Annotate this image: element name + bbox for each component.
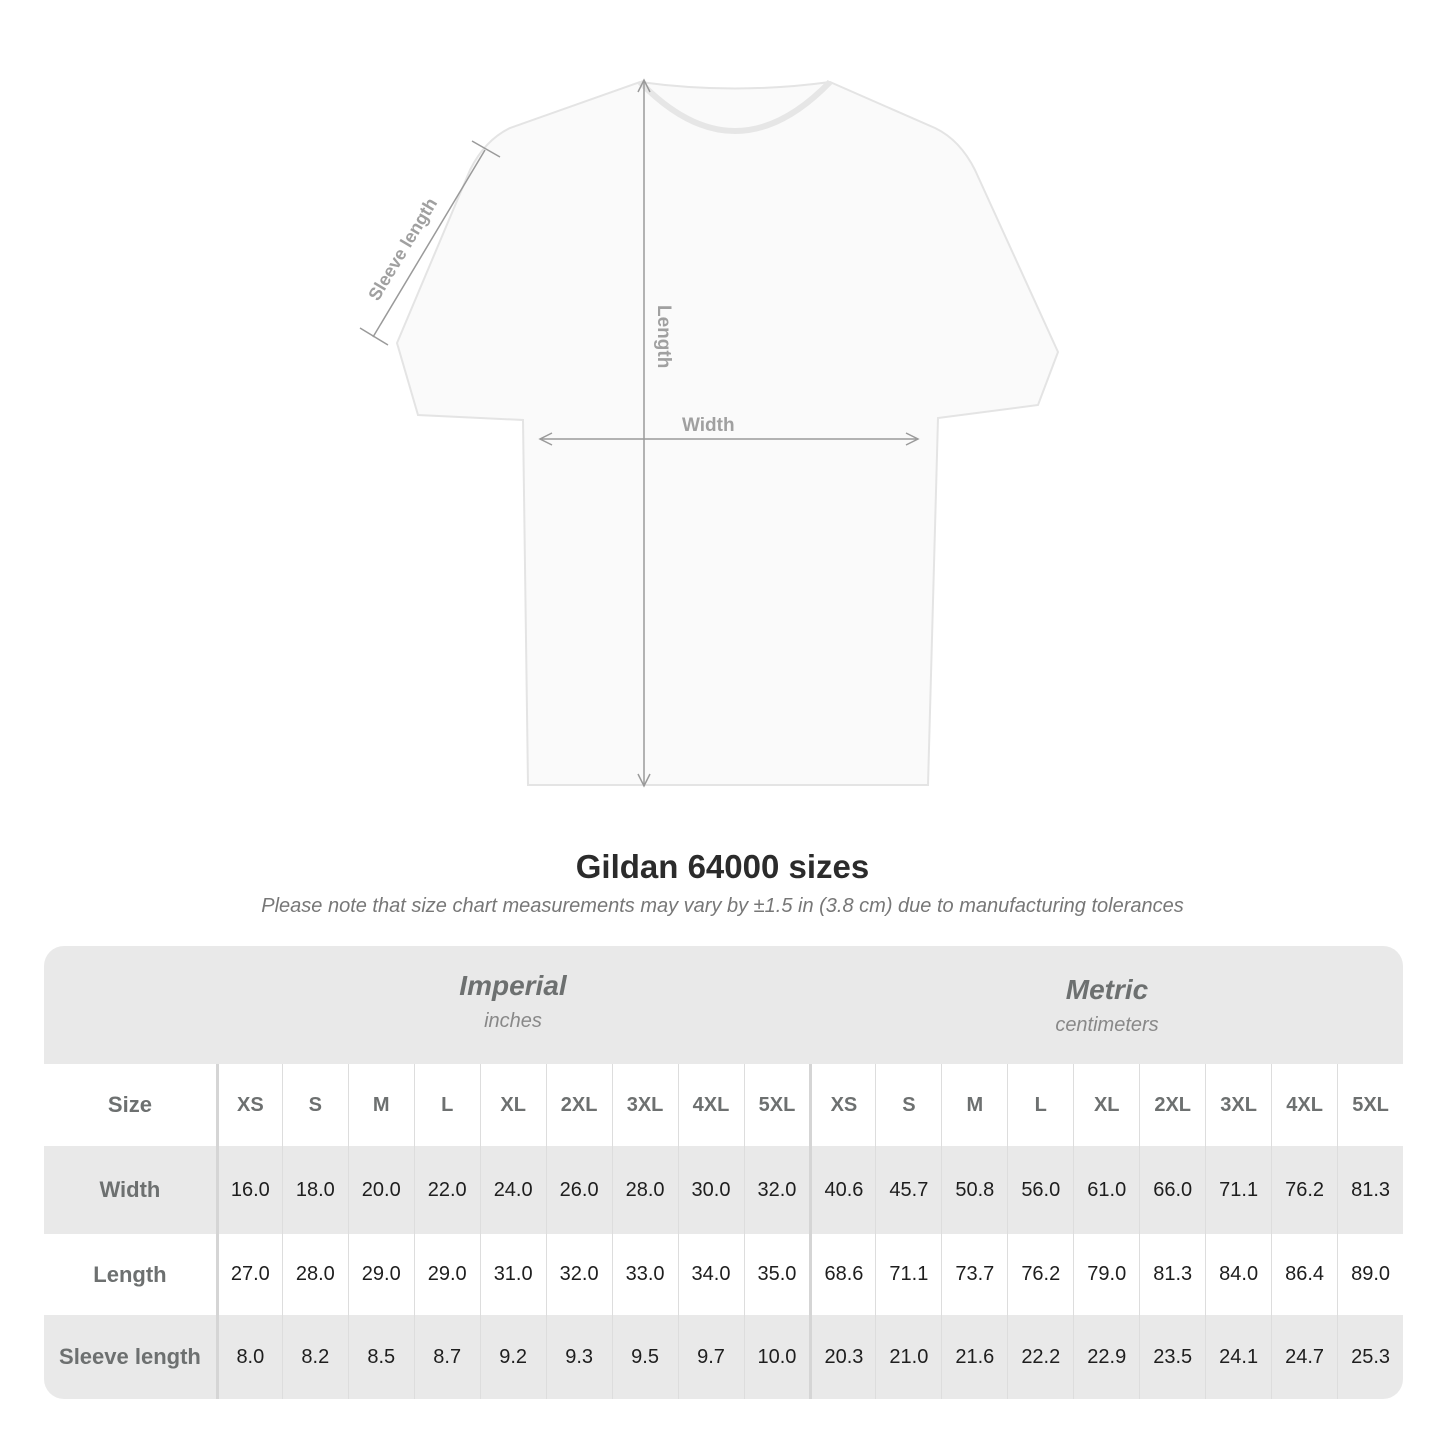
value-cell: 21.6 bbox=[941, 1315, 1007, 1399]
page-title: Gildan 64000 sizes bbox=[575, 848, 870, 885]
value-cell: 81.3 bbox=[1139, 1234, 1205, 1315]
value-cell: 22.9 bbox=[1073, 1315, 1139, 1399]
value-cell: 9.5 bbox=[611, 1315, 678, 1399]
value-cell: 9.3 bbox=[545, 1315, 612, 1399]
value-cell: 26.0 bbox=[545, 1146, 612, 1234]
value-cell: 45.7 bbox=[875, 1146, 941, 1234]
size-cell: M bbox=[941, 1064, 1007, 1146]
size-cell: XL bbox=[479, 1064, 546, 1146]
value-cell: 86.4 bbox=[1271, 1234, 1337, 1315]
value-cell: 23.5 bbox=[1139, 1315, 1205, 1399]
measure-lines bbox=[359, 78, 920, 788]
value-cell: 24.1 bbox=[1205, 1315, 1271, 1399]
value-cell: 32.0 bbox=[743, 1146, 810, 1234]
table-row: Sleeve length 8.0 8.2 8.5 8.7 9.2 9.3 9.5 9.7 10.… bbox=[44, 1315, 1403, 1399]
size-cell: 5XL bbox=[743, 1064, 810, 1146]
size-cell: 2XL bbox=[545, 1064, 612, 1146]
value-cell: 8.0 bbox=[215, 1315, 282, 1399]
value-cell: 10.0 bbox=[743, 1315, 810, 1399]
value-cell: 21.0 bbox=[875, 1315, 941, 1399]
value-cell: 20.0 bbox=[347, 1146, 414, 1234]
width-label: Width bbox=[682, 415, 735, 436]
value-cell: 50.8 bbox=[941, 1146, 1007, 1234]
size-cell: 3XL bbox=[1205, 1064, 1271, 1146]
value-cell: 79.0 bbox=[1073, 1234, 1139, 1315]
value-cell: 20.3 bbox=[809, 1315, 875, 1399]
value-cell: 9.2 bbox=[479, 1315, 546, 1399]
size-cell: S bbox=[281, 1064, 348, 1146]
row-label: Length bbox=[93, 1261, 167, 1287]
value-cell: 18.0 bbox=[281, 1146, 348, 1234]
value-cell: 8.2 bbox=[281, 1315, 348, 1399]
value-cell: 22.2 bbox=[1007, 1315, 1073, 1399]
length-label: Length bbox=[653, 305, 674, 368]
value-cell: 34.0 bbox=[677, 1234, 744, 1315]
imperial-label: Imperial bbox=[459, 970, 567, 1001]
tolerance-note: Please note that size chart measurements… bbox=[261, 895, 1184, 917]
size-table: Imperial inches Metric centimeters Size X… bbox=[44, 946, 1403, 1399]
value-cell: 71.1 bbox=[1205, 1146, 1271, 1234]
value-cell: 66.0 bbox=[1139, 1146, 1205, 1234]
value-cell: 27.0 bbox=[215, 1234, 282, 1315]
value-cell: 28.0 bbox=[611, 1146, 678, 1234]
value-cell: 25.3 bbox=[1337, 1315, 1403, 1399]
row-label: Size bbox=[107, 1092, 152, 1117]
size-cell: S bbox=[875, 1064, 941, 1146]
size-cell: 4XL bbox=[1271, 1064, 1337, 1146]
metric-unit: centimeters bbox=[1055, 1014, 1159, 1036]
value-cell: 8.7 bbox=[413, 1315, 480, 1399]
value-cell: 32.0 bbox=[545, 1234, 612, 1315]
size-cell: XS bbox=[809, 1064, 875, 1146]
size-cell: 2XL bbox=[1139, 1064, 1205, 1146]
imperial-unit: inches bbox=[484, 1010, 542, 1032]
value-cell: 76.2 bbox=[1271, 1146, 1337, 1234]
value-cell: 61.0 bbox=[1073, 1146, 1139, 1234]
value-cell: 24.0 bbox=[479, 1146, 546, 1234]
imperial-header: Imperial inches bbox=[216, 970, 810, 1033]
value-cell: 71.1 bbox=[875, 1234, 941, 1315]
tshirt-diagram: Length Width Sleeve length bbox=[359, 78, 1060, 788]
tshirt-shape bbox=[395, 80, 1060, 786]
size-cell: L bbox=[1007, 1064, 1073, 1146]
metric-label: Metric bbox=[1065, 974, 1149, 1005]
value-cell: 40.6 bbox=[809, 1146, 875, 1234]
size-cell: 3XL bbox=[611, 1064, 678, 1146]
size-cell: XL bbox=[1073, 1064, 1139, 1146]
value-cell: 35.0 bbox=[743, 1234, 810, 1315]
value-cell: 29.0 bbox=[413, 1234, 480, 1315]
value-cell: 31.0 bbox=[479, 1234, 546, 1315]
value-cell: 68.6 bbox=[809, 1234, 875, 1315]
value-cell: 8.5 bbox=[347, 1315, 414, 1399]
size-cell: 5XL bbox=[1337, 1064, 1403, 1146]
value-cell: 89.0 bbox=[1337, 1234, 1403, 1315]
value-cell: 76.2 bbox=[1007, 1234, 1073, 1315]
size-header-row: Size XS S M L XL 2XL 3XL 4XL 5XL XS S M L XL 2XL 3XL 4XL 5… bbox=[44, 1064, 1403, 1146]
size-cell: L bbox=[413, 1064, 480, 1146]
value-cell: 29.0 bbox=[347, 1234, 414, 1315]
value-cell: 30.0 bbox=[677, 1146, 744, 1234]
size-cell: XS bbox=[215, 1064, 282, 1146]
value-cell: 22.0 bbox=[413, 1146, 480, 1234]
table-row: Length 27.0 28.0 29.0 29.0 31.0 32.0 33.0 34.0 35… bbox=[44, 1234, 1403, 1315]
row-label: Sleeve length bbox=[59, 1344, 201, 1369]
value-cell: 81.3 bbox=[1337, 1146, 1403, 1234]
table-row: Width 16.0 18.0 20.0 22.0 24.0 26.0 28.0 30.0 32.… bbox=[44, 1146, 1403, 1234]
value-cell: 73.7 bbox=[941, 1234, 1007, 1315]
value-cell: 24.7 bbox=[1271, 1315, 1337, 1399]
value-cell: 84.0 bbox=[1205, 1234, 1271, 1315]
size-cell: M bbox=[347, 1064, 414, 1146]
row-label: Width bbox=[99, 1177, 161, 1202]
value-cell: 33.0 bbox=[611, 1234, 678, 1315]
value-cell: 56.0 bbox=[1007, 1146, 1073, 1234]
metric-header: Metric centimeters bbox=[810, 974, 1403, 1037]
tshirt-collar bbox=[637, 79, 833, 134]
value-cell: 28.0 bbox=[281, 1234, 348, 1315]
size-cell: 4XL bbox=[677, 1064, 744, 1146]
value-cell: 9.7 bbox=[677, 1315, 744, 1399]
value-cell: 16.0 bbox=[215, 1146, 282, 1234]
